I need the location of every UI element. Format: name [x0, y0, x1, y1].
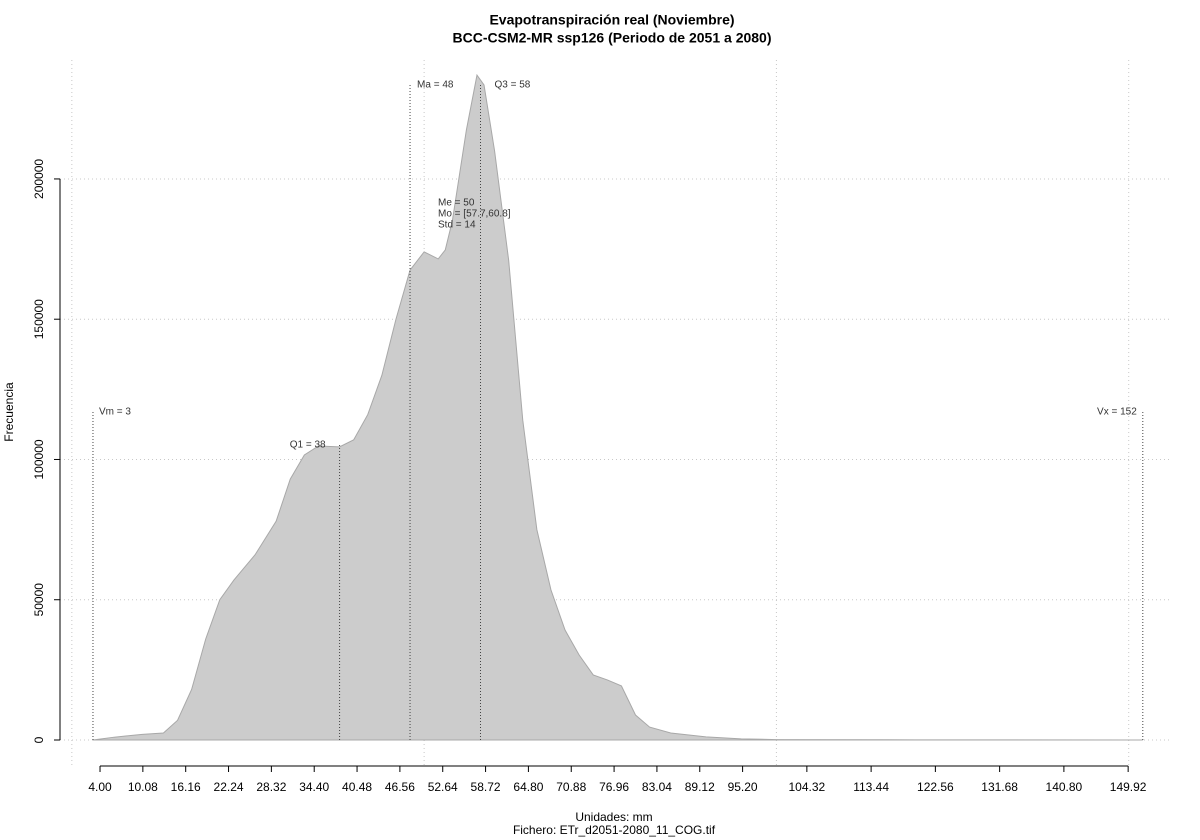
- chart-title: Evapotranspiración real (Noviembre): [489, 12, 734, 28]
- x-tick-label: 52.64: [428, 780, 458, 794]
- x-tick-label: 131.68: [981, 780, 1018, 794]
- x-tick-label: 140.80: [1046, 780, 1083, 794]
- stats-annotation: Mo = [57.7,60.8]: [438, 209, 511, 220]
- stats-annotation: Me = 50: [438, 198, 475, 209]
- x-tick-label: 149.92: [1110, 780, 1147, 794]
- x-tick-label: 22.24: [214, 780, 244, 794]
- x-tick-label: 83.04: [642, 780, 672, 794]
- x-tick-label: 28.32: [256, 780, 286, 794]
- x-tick-label: 104.32: [789, 780, 826, 794]
- x-tick-label: 89.12: [685, 780, 715, 794]
- x-tick-label: 46.56: [385, 780, 415, 794]
- marker-label: Vm = 3: [99, 407, 131, 418]
- x-tick-label: 4.00: [88, 780, 112, 794]
- x-tick-label: 70.88: [556, 780, 586, 794]
- y-tick-label: 0: [32, 736, 46, 743]
- x-tick-label: 95.20: [728, 780, 758, 794]
- y-tick-label: 200000: [32, 159, 46, 199]
- marker-label: Q3 = 58: [494, 80, 530, 91]
- x-tick-label: 40.48: [342, 780, 372, 794]
- marker-label: Vx = 152: [1097, 407, 1137, 418]
- x-tick-label: 16.16: [171, 780, 201, 794]
- marker-label: Ma = 48: [417, 80, 454, 91]
- y-tick-label: 100000: [32, 439, 46, 479]
- stats-annotation: Std = 14: [438, 220, 476, 231]
- x-tick-label: 76.96: [599, 780, 629, 794]
- x-tick-label: 122.56: [917, 780, 954, 794]
- marker-label: Q1 = 38: [290, 440, 326, 451]
- x-axis-title: Unidades: mm: [575, 810, 652, 824]
- y-axis-title: Frecuencia: [2, 382, 16, 442]
- density-area: [92, 73, 1143, 741]
- x-tick-label: 58.72: [471, 780, 501, 794]
- x-tick-label: 10.08: [128, 780, 158, 794]
- caption: Fichero: ETr_d2051-2080_11_COG.tif: [513, 823, 716, 837]
- chart-subtitle: BCC-CSM2-MR ssp126 (Periodo de 2051 a 20…: [453, 30, 772, 46]
- y-tick-label: 50000: [32, 583, 46, 617]
- x-tick-label: 113.44: [853, 780, 889, 794]
- y-tick-label: 150000: [32, 299, 46, 339]
- x-tick-label: 34.40: [299, 780, 329, 794]
- x-tick-label: 64.80: [513, 780, 543, 794]
